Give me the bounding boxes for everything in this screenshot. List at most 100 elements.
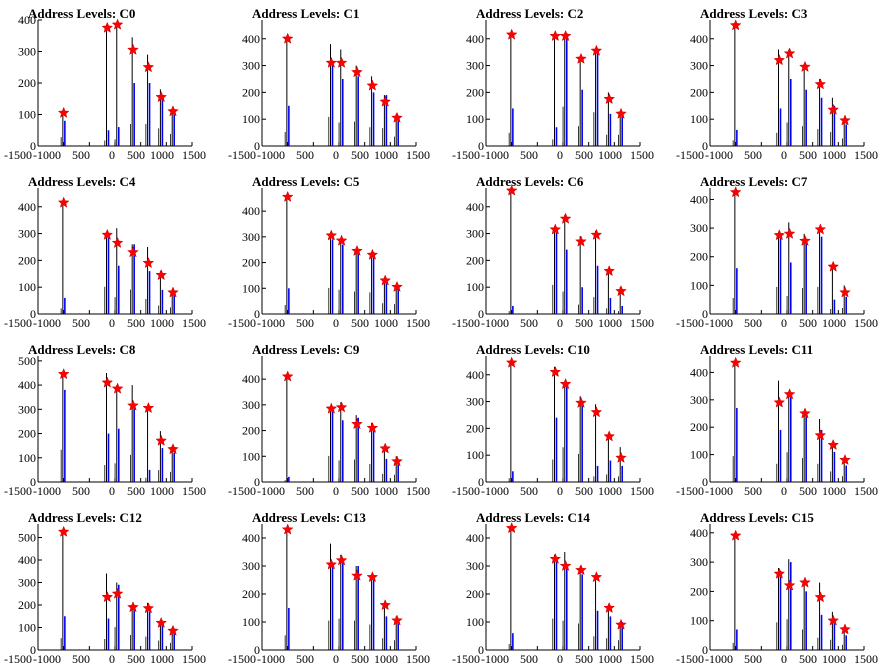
y-tick-label: 100 [18,621,36,635]
x-tick-label: 1000 [374,148,398,162]
y-tick-label: 300 [18,576,36,590]
y-tick-label: 0 [30,139,36,153]
x-tick-label: 500 [296,484,314,498]
peak-marker [142,401,155,414]
x-tick-label: 500 [575,484,593,498]
x-tick-label: 500 [520,316,538,330]
y-tick-label: 400 [690,32,708,46]
chart-panel-c0: Address Levels: C0 0 100 200 300 400 -1500 -100… [4,6,206,162]
peak-marker [559,559,572,571]
y-tick-label: 0 [702,475,708,489]
peak-marker [111,18,124,30]
chart-title: Address Levels: C15 [700,510,814,525]
peak-marker [325,229,338,241]
x-tick-label: 1000 [374,484,398,498]
x-tick-label: -1000 [33,652,61,666]
peak-marker [615,618,627,630]
y-tick-label: 100 [18,451,36,465]
x-tick-label: -1500 [4,316,32,330]
y-tick-label: 200 [690,250,708,264]
chart-title: Address Levels: C6 [476,174,584,189]
x-tick-label: 1000 [150,148,174,162]
peak-marker [127,43,139,55]
peak-marker [839,114,851,126]
x-tick-label: 1500 [854,484,878,498]
y-tick-label: 100 [242,449,260,463]
peak-marker [351,66,363,78]
y-tick-label: 0 [478,643,484,657]
y-tick-label: 300 [18,45,36,59]
peak-marker [505,184,518,196]
y-tick-label: 0 [478,307,484,321]
peak-marker [505,28,518,40]
y-tick-label: 0 [30,643,36,657]
y-tick-label: 200 [18,76,36,90]
y-tick-label: 0 [702,643,708,657]
x-tick-label: -1500 [452,652,480,666]
peak-marker [391,280,403,292]
y-tick-label: 300 [690,59,708,73]
x-tick-label: -1500 [4,148,32,162]
y-tick-label: 300 [242,398,260,412]
x-tick-label: 1500 [854,652,878,666]
y-tick-label: 0 [30,307,36,321]
x-tick-label: 500 [351,484,369,498]
x-tick-label: 500 [296,316,314,330]
y-tick-label: 0 [478,475,484,489]
peak-marker [549,29,562,42]
y-tick-label: 400 [18,553,36,567]
x-tick-label: -1500 [676,484,704,498]
y-tick-label: 400 [466,200,484,214]
x-tick-label: 500 [520,652,538,666]
peak-marker [127,399,139,411]
peak-marker [783,47,796,59]
peak-marker [142,61,155,73]
peak-marker [366,421,379,433]
y-tick-label: 0 [254,139,260,153]
x-tick-label: 1000 [822,484,846,498]
x-tick-label: -1500 [676,316,704,330]
peak-marker [603,92,616,105]
peak-marker [799,407,811,419]
x-tick-label: 500 [127,148,145,162]
y-tick-label: 300 [242,59,260,73]
y-tick-label: 300 [466,559,484,573]
x-tick-label: 500 [520,148,538,162]
y-tick-label: 100 [242,112,260,126]
x-tick-label: 500 [575,316,593,330]
x-tick-label: 0 [333,484,339,498]
chart-title: Address Levels: C5 [252,174,360,189]
peak-marker [57,525,70,537]
peak-marker [111,382,124,394]
y-tick-label: 100 [466,615,484,629]
x-tick-label: -1500 [452,148,480,162]
x-tick-label: 500 [520,484,538,498]
y-tick-label: 300 [242,559,260,573]
x-tick-label: 500 [575,148,593,162]
y-tick-label: 100 [466,112,484,126]
y-tick-label: 400 [18,13,36,27]
x-tick-label: 1000 [822,148,846,162]
x-tick-label: 0 [333,652,339,666]
x-tick-label: 1500 [182,148,206,162]
x-tick-label: 500 [799,148,817,162]
chart-panel-c1: Address Levels: C1 0 100 200 300 400 -1500 -100… [228,6,430,162]
peak-marker [729,186,742,198]
x-tick-label: 500 [351,148,369,162]
x-tick-label: -1500 [452,484,480,498]
x-tick-label: 0 [109,652,115,666]
x-tick-label: 500 [72,316,90,330]
x-tick-label: 500 [744,316,762,330]
peak-marker [729,356,742,368]
peak-marker [839,623,851,635]
x-tick-label: -1500 [228,484,256,498]
peak-marker [590,406,603,418]
chart-title: Address Levels: C12 [28,510,142,525]
chart-title: Address Levels: C1 [252,6,359,21]
y-tick-label: 100 [690,614,708,628]
peak-marker [142,256,155,269]
y-tick-label: 300 [466,59,484,73]
y-tick-label: 0 [30,475,36,489]
peak-marker [773,229,786,241]
